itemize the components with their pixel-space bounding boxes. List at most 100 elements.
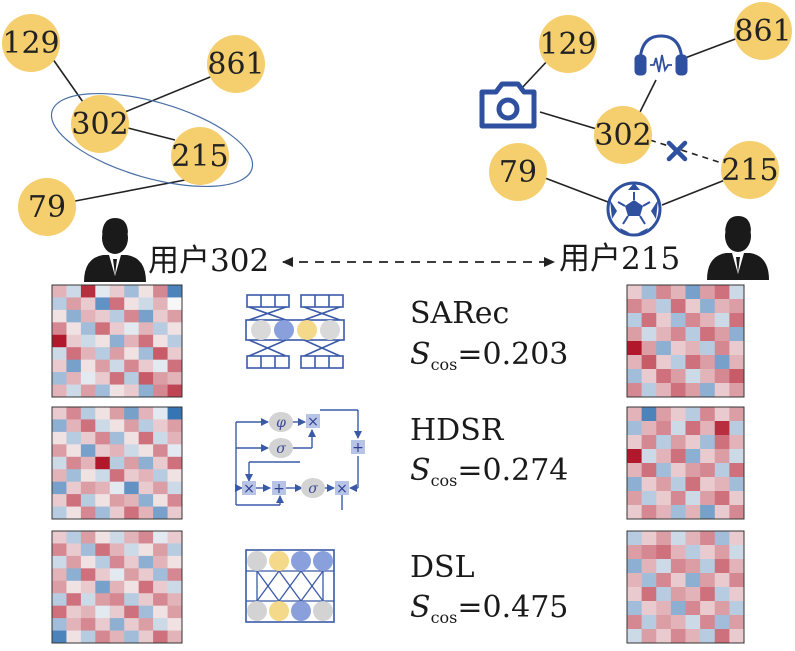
heatmap-cell (729, 545, 745, 560)
hdsr-times-left: × (243, 481, 255, 497)
heatmap-cell (153, 469, 168, 483)
heatmap-cell (656, 491, 672, 506)
score-value: =0.274 (457, 453, 568, 488)
heatmap-cell (95, 580, 111, 594)
heatmap-cell (138, 580, 154, 594)
heatmap-cell (729, 313, 745, 328)
user-icon-left (84, 218, 146, 282)
heatmap-cell (167, 618, 183, 631)
heatmap-cell (700, 355, 716, 370)
heatmap-cell (80, 506, 96, 520)
heatmap-cell (685, 463, 701, 478)
heatmap-cell (80, 605, 96, 619)
heatmap-cell (95, 605, 111, 619)
heatmap-cell (80, 494, 96, 507)
heatmap-cell (685, 407, 701, 422)
heatmap-cell (641, 327, 657, 342)
heatmap-cell (95, 494, 111, 507)
cross-icon (666, 140, 688, 162)
heatmap-cell (153, 531, 168, 544)
heatmap-cell (656, 383, 672, 398)
heatmap-border (626, 406, 745, 520)
heatmap-cell (95, 431, 111, 445)
heatmap-border (626, 530, 745, 644)
heatmap-cell (714, 531, 730, 546)
heatmap-cell (124, 605, 140, 619)
heatmap-cell (729, 559, 745, 574)
heatmap-cell (80, 555, 96, 569)
heatmap-border (626, 284, 745, 398)
heatmap-cell (153, 568, 168, 582)
heatmap-cell (714, 327, 730, 342)
heatmap-cell (729, 505, 745, 520)
heatmap-cell (52, 618, 67, 631)
node-129-label: 129 (2, 26, 59, 61)
heatmap-cell (670, 313, 686, 328)
heatmap-cell (124, 456, 140, 470)
heatmap-cell (700, 531, 716, 546)
heatmap-cell (124, 297, 140, 311)
heatmap-cell (167, 297, 183, 311)
heatmap-cell (109, 494, 125, 507)
heatmap-cell (138, 407, 154, 420)
hdsr-times-right: × (336, 481, 348, 497)
heatmap-cell (641, 545, 657, 560)
heatmap-cell (641, 449, 657, 464)
heatmap-cell (153, 347, 168, 361)
heatmap-cell (153, 297, 168, 311)
heatmap-cell (52, 593, 67, 607)
heatmap-cell (685, 327, 701, 342)
heatmap-cell (656, 601, 672, 616)
node-r79: 79 (489, 143, 547, 201)
heatmap-cell (138, 309, 154, 323)
model-hdsr: HDSR Scos=0.274 (410, 413, 568, 490)
heatmap-cell (167, 605, 183, 619)
heatmap-cell (80, 384, 96, 398)
arch-hdsr: φ σ × + × + σ × (235, 409, 365, 510)
heatmap-cell (52, 359, 67, 373)
heatmap-cell (685, 601, 701, 616)
heatmap-cell (729, 587, 745, 602)
heatmap-cell (700, 369, 716, 384)
heatmap-cell (641, 463, 657, 478)
heatmap-cell (124, 322, 140, 336)
heatmap-cell (167, 630, 183, 644)
model-name-hdsr: HDSR (410, 413, 505, 448)
user-label-left: 用户302 (148, 243, 269, 279)
heatmap-cell (66, 297, 82, 311)
heatmap-cell (80, 285, 96, 298)
heatmap-cell (627, 327, 643, 342)
heatmap-cell (95, 285, 111, 298)
heatmap-cell (66, 494, 82, 507)
heatmap-cell (138, 322, 154, 336)
heatmap-cell (167, 568, 183, 582)
heatmap-cell (66, 444, 82, 458)
heatmap-user302-sarec (51, 284, 183, 398)
heatmap-cell (656, 407, 672, 422)
heatmap-cell (153, 630, 168, 644)
heatmap-cell (641, 421, 657, 436)
heatmap-cell (66, 419, 82, 433)
heatmap-cell (138, 444, 154, 458)
heatmap-cell (66, 309, 82, 323)
heatmap-cell (700, 383, 716, 398)
heatmap-cell (656, 477, 672, 492)
heatmap-cell (167, 334, 183, 348)
heatmap-cell (685, 421, 701, 436)
heatmap-border (51, 406, 183, 520)
node-r129: 129 (539, 15, 597, 73)
heatmap-cell (670, 601, 686, 616)
heatmap-cell (80, 359, 96, 373)
heatmap-cell (670, 355, 686, 370)
heatmaps (51, 284, 745, 644)
heatmap-cell (153, 444, 168, 458)
heatmap-cell (52, 555, 67, 569)
heatmap-cell (109, 407, 125, 420)
heatmap-cell (627, 629, 643, 644)
heatmap-cell (729, 573, 745, 588)
heatmap-cell (124, 444, 140, 458)
score-dsl: Scos=0.475 (410, 590, 568, 627)
heatmap-cell (80, 593, 96, 607)
heatmap-cell (627, 435, 643, 450)
heatmap-cell (627, 559, 643, 574)
